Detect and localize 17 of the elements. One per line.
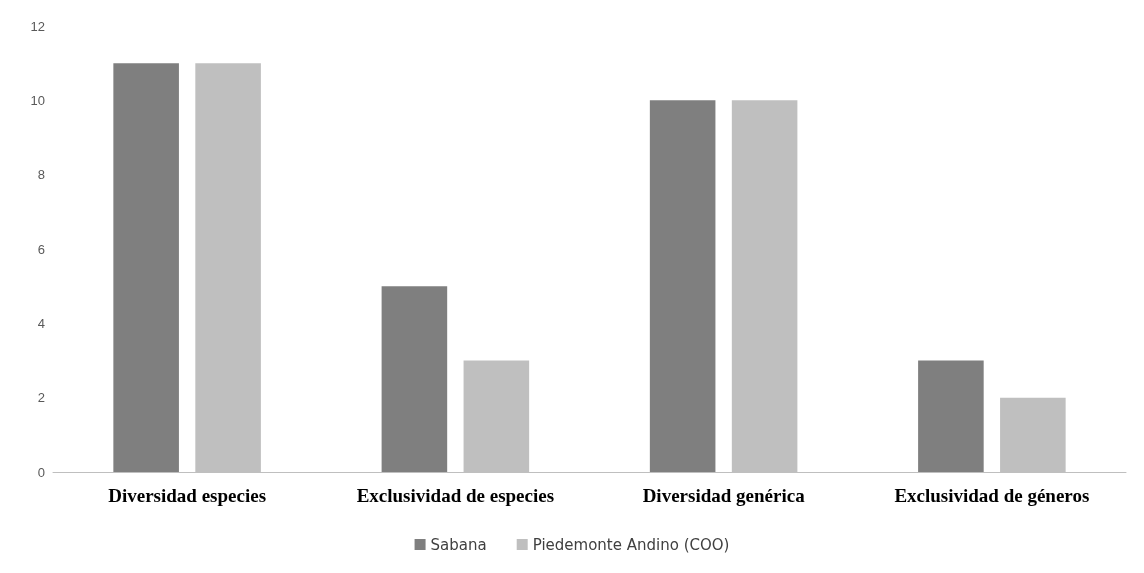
bar xyxy=(381,286,448,472)
y-tick-label: 8 xyxy=(37,167,45,183)
x-tick-label: Diversidad especies xyxy=(108,485,267,506)
y-tick-label: 4 xyxy=(37,315,45,331)
legend-label: Sabana xyxy=(430,535,487,554)
y-tick-label: 12 xyxy=(30,18,45,34)
x-tick-label: Exclusividad de especies xyxy=(356,485,555,506)
bar xyxy=(918,360,984,472)
y-tick-label: 6 xyxy=(37,241,45,257)
x-tick-label: Diversidad genérica xyxy=(642,485,806,506)
bar xyxy=(649,100,716,472)
y-tick-label: 0 xyxy=(37,464,45,480)
bar xyxy=(113,63,179,472)
y-tick-label: 10 xyxy=(30,92,45,108)
legend-label: Piedemonte Andino (COO) xyxy=(532,535,730,554)
y-tick-label: 2 xyxy=(37,390,45,406)
x-tick-label: Exclusividad de géneros xyxy=(894,485,1090,506)
